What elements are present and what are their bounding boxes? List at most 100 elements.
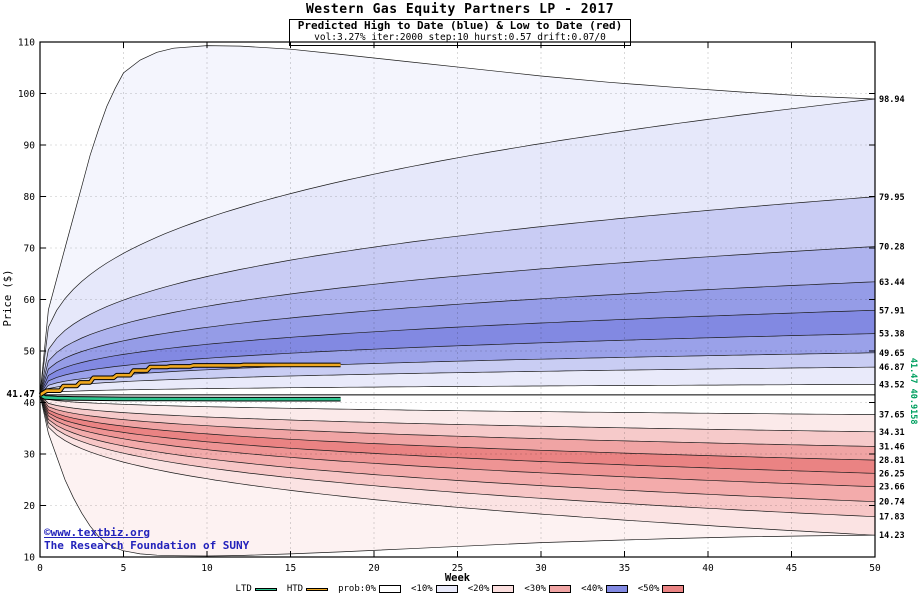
band-curve-high xyxy=(39,384,875,396)
band-curve-low xyxy=(39,394,876,536)
prob-band xyxy=(40,394,875,461)
right-axis-label: 20.74 xyxy=(879,498,905,508)
right-axis-label: 37.65 xyxy=(879,411,905,421)
chart-title: Western Gas Equity Partners LP - 2017 xyxy=(305,2,615,17)
x-tick-label: 45 xyxy=(786,563,797,574)
band-curve-high xyxy=(39,98,876,395)
prob-band xyxy=(40,394,875,432)
title-block: Western Gas Equity Partners LP - 2017 Pr… xyxy=(0,2,920,46)
band-curve-high xyxy=(39,333,876,396)
watermark-link[interactable]: ©www.textbiz.org xyxy=(44,526,150,539)
legend-swatch-prob0 xyxy=(379,585,402,593)
right-axis-label: 46.87 xyxy=(879,363,905,373)
y-tick-label: 70 xyxy=(24,244,36,255)
band-curve-low xyxy=(39,394,876,488)
right-axis-label: 53.38 xyxy=(879,330,905,340)
band-curve-low xyxy=(39,394,876,503)
legend-swatch-htd xyxy=(306,587,329,591)
legend-label: HTD xyxy=(286,584,304,594)
band-curve-low xyxy=(39,394,876,518)
chart-subtitle: Predicted High to Date (blue) & Low to D… xyxy=(297,18,623,32)
watermark-org: The Research Foundation of SUNY xyxy=(44,539,250,552)
x-tick-label: 35 xyxy=(619,563,630,574)
x-tick-label: 25 xyxy=(452,563,463,574)
legend-item: prob:0% xyxy=(338,584,402,594)
band-curve-high xyxy=(39,281,876,396)
legend-item: LTD xyxy=(236,584,277,594)
right-axis-label: 57.91 xyxy=(879,306,905,316)
right-axis-label: 28.81 xyxy=(879,456,905,466)
x-tick-label: 5 xyxy=(121,563,127,574)
band-curve-low xyxy=(39,394,876,474)
y-tick-label: 60 xyxy=(24,295,36,306)
legend-item: <40% xyxy=(581,584,628,594)
band-curve-low xyxy=(39,394,876,433)
legend-item: <50% xyxy=(638,584,685,594)
prob-band xyxy=(40,310,875,395)
right-axis-label: 17.83 xyxy=(879,513,905,523)
band-curve-high xyxy=(39,196,876,395)
band-curve-low xyxy=(39,394,876,415)
title-box: Predicted High to Date (blue) & Low to D… xyxy=(288,18,632,46)
band-curve-low xyxy=(39,394,876,557)
y-tick-label: 40 xyxy=(24,398,36,409)
legend-label: <10% xyxy=(411,584,433,594)
legend: LTD HTD prob:0% <10% <20% <30% <40% <50% xyxy=(0,584,920,595)
x-tick-label: 50 xyxy=(869,563,881,574)
legend-item: HTD xyxy=(286,584,329,594)
legend-swatch-20 xyxy=(492,585,515,593)
prob-band xyxy=(40,384,875,395)
right-axis-label: 14.23 xyxy=(879,531,905,541)
x-tick-label: 10 xyxy=(201,563,213,574)
legend-swatch-30 xyxy=(549,585,572,593)
legend-swatch-40 xyxy=(605,585,628,593)
y-tick-label: 50 xyxy=(24,347,36,358)
prob-band xyxy=(40,352,875,395)
prob-band xyxy=(40,196,875,395)
band-curve-high xyxy=(39,352,876,396)
legend-swatch-ltd xyxy=(254,587,277,591)
ltd-line xyxy=(39,393,341,401)
y-tick-label: 110 xyxy=(18,38,35,49)
prob-band xyxy=(40,99,875,395)
y-tick-label: 10 xyxy=(24,553,36,564)
y-tick-label: 20 xyxy=(24,501,36,512)
band-curve-high xyxy=(39,246,876,395)
legend-label: <20% xyxy=(467,584,490,594)
x-tick-label: 40 xyxy=(702,563,714,574)
legend-label: prob:0% xyxy=(338,584,377,594)
legend-label: <40% xyxy=(581,584,603,594)
prob-band xyxy=(40,394,875,556)
legend-item: <30% xyxy=(524,584,572,594)
legend-label: LTD xyxy=(235,584,252,594)
y-tick-label: 30 xyxy=(24,450,36,461)
chart-params: vol:3.27% iter:2000 step:10 hurst:0.57 d… xyxy=(314,31,606,43)
band-curve-high xyxy=(39,366,876,396)
prob-band xyxy=(40,281,875,395)
prob-band xyxy=(40,246,875,395)
right-axis-label: 70.28 xyxy=(879,243,905,253)
y-axis-label: Price ($) xyxy=(2,269,14,327)
right-axis-label: 31.46 xyxy=(879,442,905,452)
right-axis-label: 49.65 xyxy=(879,349,905,359)
prob-band xyxy=(40,333,875,395)
x-tick-label: 0 xyxy=(37,563,43,574)
x-axis-label: Week xyxy=(444,572,471,584)
band-curve-high xyxy=(39,45,876,395)
y-tick-label: 90 xyxy=(24,141,36,152)
y-tick-label: 80 xyxy=(24,192,36,203)
htd-line xyxy=(39,363,341,397)
prob-band xyxy=(40,45,875,395)
right-axis-label: 23.66 xyxy=(879,483,905,493)
prob-band xyxy=(40,394,875,447)
x-tick-label: 20 xyxy=(368,563,380,574)
right-axis-label: 79.95 xyxy=(879,193,905,203)
legend-label: <50% xyxy=(637,584,660,594)
legend-item: <20% xyxy=(468,584,515,594)
legend-item: <10% xyxy=(411,584,458,594)
legend-label: <30% xyxy=(524,584,547,594)
legend-swatch-10 xyxy=(435,585,458,593)
right-axis-label: 26.25 xyxy=(879,469,905,479)
